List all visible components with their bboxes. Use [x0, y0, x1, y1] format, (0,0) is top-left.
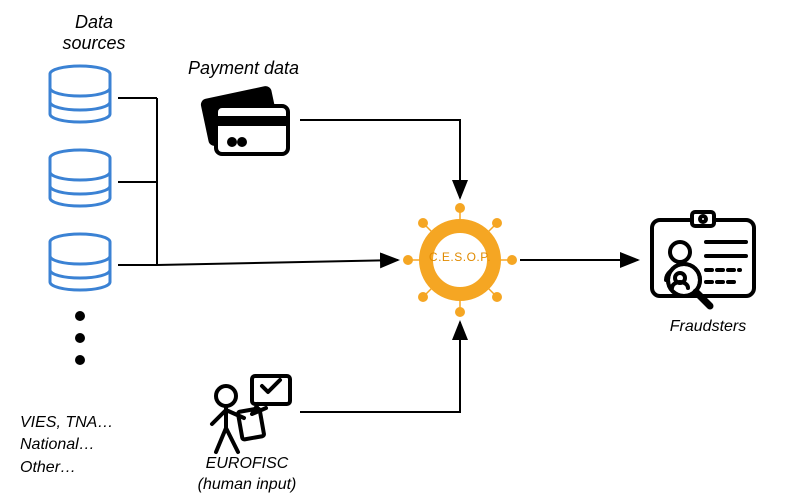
eurofisc-line2: (human input)	[172, 475, 322, 496]
cesop-text: C.E.S.O.P.	[400, 250, 520, 264]
fraudsters-label: Fraudsters	[658, 318, 758, 336]
db-cylinder-1	[50, 66, 110, 122]
db-stack-svg	[40, 58, 120, 368]
db-cylinder-2	[50, 150, 110, 206]
data-sources-sublabels: VIES, TNA… National… Other…	[20, 412, 160, 479]
sublabel-other: Other…	[20, 457, 160, 479]
db-stack	[40, 58, 120, 373]
payment-icon	[196, 84, 296, 169]
eurofisc-line1: EUROFISC	[172, 454, 322, 475]
data-sources-label: Data sources	[44, 12, 144, 54]
db-connector-lines	[118, 98, 157, 265]
fraudsters-icon	[644, 206, 764, 321]
payment-card-icon	[196, 84, 296, 164]
sublabel-national: National…	[20, 434, 160, 456]
data-sources-text: Data sources	[62, 12, 125, 53]
eurofisc-label: EUROFISC (human input)	[172, 454, 322, 496]
payment-text: Payment data	[188, 58, 299, 78]
person-clipboard-icon	[192, 370, 302, 460]
fraudsters-text: Fraudsters	[670, 318, 746, 335]
cesop-hub: C.E.S.O.P.	[400, 200, 520, 325]
sublabel-vies: VIES, TNA…	[20, 412, 160, 434]
payment-label: Payment data	[188, 58, 299, 79]
id-card-magnifier-icon	[644, 206, 764, 316]
db-ellipsis-dots	[75, 311, 85, 365]
eurofisc-icon	[192, 370, 302, 465]
db-cylinder-3	[50, 234, 110, 290]
